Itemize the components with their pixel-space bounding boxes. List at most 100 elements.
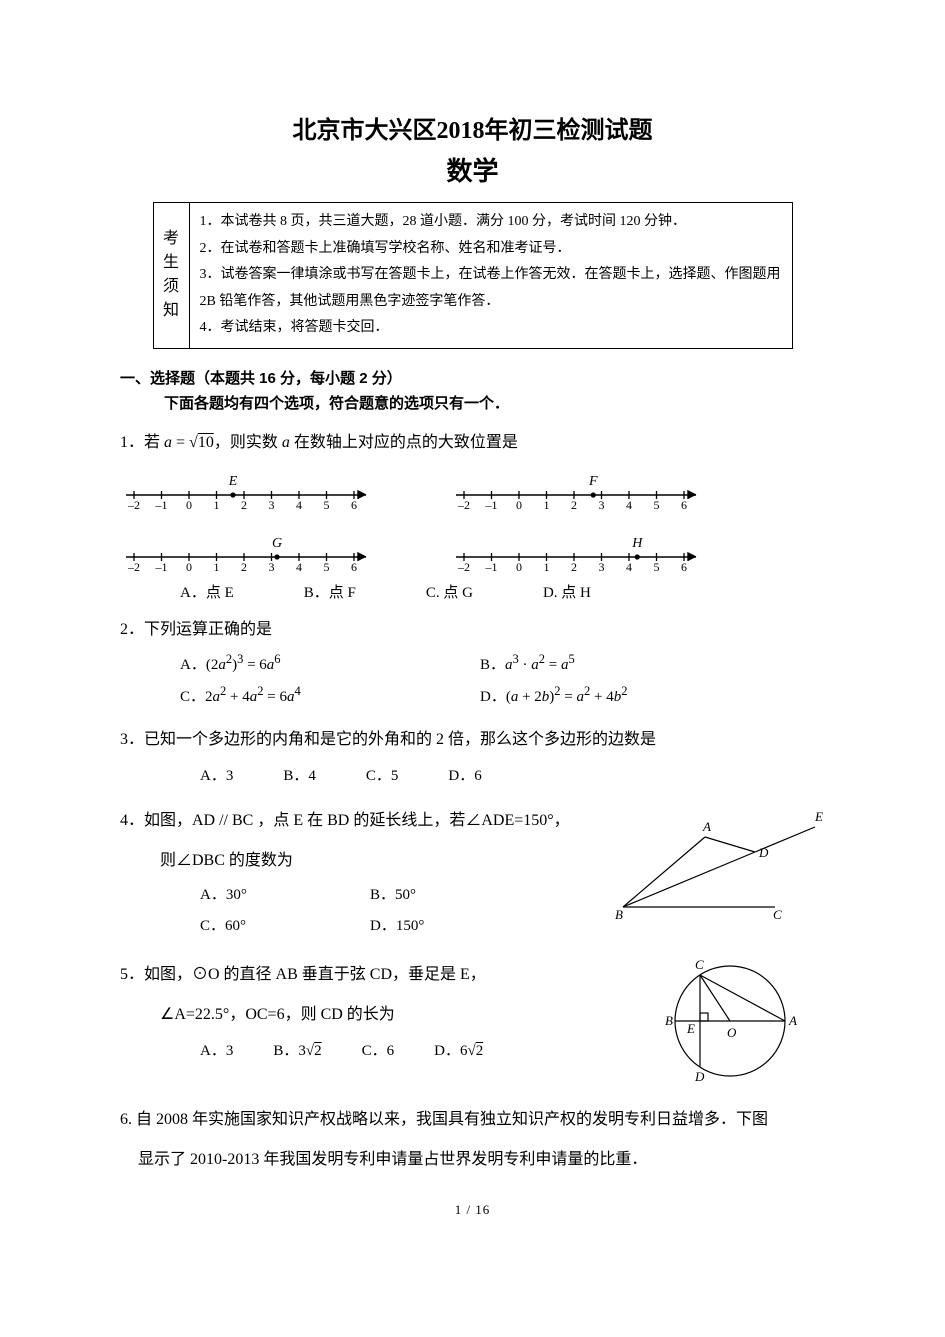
svg-text:2: 2 (571, 560, 577, 573)
numberline-e: –2–10123456 E (120, 465, 380, 511)
q1-opt-a: A．点 E (180, 581, 234, 602)
svg-text:2: 2 (571, 498, 577, 511)
q2-opt-d: D．(a + 2b)2 = a2 + 4b2 (480, 684, 780, 706)
svg-text:1: 1 (214, 498, 220, 511)
svg-text:1: 1 (544, 498, 550, 511)
svg-text:1: 1 (544, 560, 550, 573)
question-5-line1: 5．如图，⊙O 的直径 AB 垂直于弦 CD，垂足是 E， (120, 959, 645, 991)
svg-text:6: 6 (681, 498, 687, 511)
svg-text:5: 5 (654, 498, 660, 511)
numberline-f: –2–10123456 F (450, 465, 710, 511)
q1-opt-d: D. 点 H (543, 581, 591, 602)
q1-text-mid: ，则实数 (214, 434, 282, 451)
q2-opt-c: C．2a2 + 4a2 = 6a4 (180, 684, 480, 706)
svg-text:A: A (788, 1013, 797, 1028)
q3-opt-c: C．5 (366, 764, 399, 785)
question-3: 3．已知一个多边形的内角和是它的外角和的 2 倍，那么这个多边形的边数是 (120, 724, 825, 756)
q3-opt-b: B．4 (283, 764, 316, 785)
svg-text:3: 3 (269, 498, 275, 511)
svg-text:A: A (702, 819, 711, 834)
svg-text:–2: –2 (457, 498, 470, 511)
q5-opt-c: C．6 (362, 1039, 395, 1060)
notice-item: 1．本试卷共 8 页，共三道大题，28 道小题．满分 100 分，考试时间 12… (200, 209, 782, 236)
exam-title: 北京市大兴区2018年初三检测试题 (120, 110, 825, 145)
svg-text:6: 6 (351, 498, 357, 511)
q4-opt-d: D．150° (370, 914, 540, 935)
q1-text-pre: 1．若 (120, 434, 164, 451)
svg-text:H: H (631, 536, 643, 551)
svg-text:4: 4 (626, 560, 632, 573)
q5-opt-b: B．3√2 (273, 1039, 321, 1060)
svg-text:C: C (695, 957, 704, 972)
svg-text:O: O (727, 1025, 737, 1040)
q1-numberlines: –2 –1 0 1 2 3 4 5 6 E –2 –1 0 1 2 3 4 5 6 F –2 –1 0 1 2 3 4 5 6 … (120, 465, 825, 573)
q1-formula-a: a = √10 (164, 434, 214, 451)
svg-text:D: D (758, 845, 769, 860)
svg-text:5: 5 (654, 560, 660, 573)
svg-text:D: D (694, 1069, 705, 1084)
svg-text:3: 3 (599, 560, 605, 573)
svg-text:E: E (814, 809, 823, 824)
svg-text:–2: –2 (127, 498, 140, 511)
svg-text:6: 6 (351, 560, 357, 573)
q2-options: A．(2a2)3 = 6a6 B．a3 · a2 = a5 C．2a2 + 4a… (180, 652, 825, 716)
q5-options: A．3 B．3√2 C．6 D．6√2 (200, 1039, 645, 1060)
q4-options: A．30° B．50° C．60° D．150° (200, 883, 605, 945)
section-1-subheading: 下面各题均有四个选项，符合题意的选项只有一个． (164, 392, 825, 413)
notice-item: 3．试卷答案一律填涂或书写在答题卡上，在试卷上作答无效．在答题卡上，选择题、作图… (200, 262, 782, 315)
notice-label-char: 生 (163, 251, 179, 275)
svg-text:G: G (272, 536, 282, 551)
q4-diagram: A D E B C (605, 797, 825, 927)
svg-text:F: F (588, 474, 598, 489)
q3-options: A．3 B．4 C．5 D．6 (200, 764, 825, 785)
question-4-line2: 则∠DBC 的度数为 (160, 845, 605, 877)
q4-opt-a: A．30° (200, 883, 370, 904)
svg-text:0: 0 (516, 560, 522, 573)
notice-label-char: 知 (163, 299, 179, 323)
q2-opt-a: A．(2a2)3 = 6a6 (180, 652, 480, 674)
q4-opt-c: C．60° (200, 914, 370, 935)
numberline-h: –2 –1 0 1 2 3 4 5 6 H (450, 527, 710, 573)
exam-subject: 数学 (120, 151, 825, 188)
svg-text:–2: –2 (457, 560, 470, 573)
svg-text:2: 2 (241, 560, 247, 573)
svg-text:0: 0 (186, 560, 192, 573)
svg-text:C: C (773, 907, 782, 922)
svg-text:–1: –1 (155, 560, 168, 573)
q1-formula-var: a (282, 434, 290, 451)
svg-text:E: E (228, 474, 238, 489)
svg-text:2: 2 (241, 498, 247, 511)
svg-text:4: 4 (296, 498, 302, 511)
numberline-g: –2–10123456 G (120, 527, 380, 573)
notice-list: 1．本试卷共 8 页，共三道大题，28 道小题．满分 100 分，考试时间 12… (190, 203, 792, 348)
notice-item: 2．在试卷和答题卡上准确填写学校名称、姓名和准考证号． (200, 236, 782, 263)
q5-opt-a: A．3 (200, 1039, 233, 1060)
svg-text:5: 5 (324, 498, 330, 511)
svg-text:B: B (665, 1013, 673, 1028)
notice-label-char: 须 (163, 275, 179, 299)
svg-text:1: 1 (214, 560, 220, 573)
svg-text:6: 6 (681, 560, 687, 573)
svg-text:3: 3 (599, 498, 605, 511)
question-6-line1: 6. 自 2008 年实施国家知识产权战略以来，我国具有独立知识产权的发明专利日… (120, 1104, 825, 1136)
svg-text:0: 0 (186, 498, 192, 511)
q3-opt-d: D．6 (448, 764, 481, 785)
page-number: 1 / 16 (120, 1202, 825, 1218)
svg-text:0: 0 (516, 498, 522, 511)
q5-opt-d: D．6√2 (434, 1039, 483, 1060)
svg-text:4: 4 (296, 560, 302, 573)
question-5-line2: ∠A=22.5°，OC=6，则 CD 的长为 (160, 999, 645, 1031)
notice-label: 考 生 须 知 (154, 203, 190, 348)
notice-label-char: 考 (163, 227, 179, 251)
question-2: 2．下列运算正确的是 (120, 614, 825, 646)
question-6-line2: 显示了 2010-2013 年我国发明专利申请量占世界发明专利申请量的比重． (138, 1144, 825, 1176)
question-1: 1．若 a = √10，则实数 a 在数轴上对应的点的大致位置是 (120, 427, 825, 459)
svg-text:–1: –1 (485, 560, 498, 573)
svg-text:5: 5 (324, 560, 330, 573)
q1-opt-b: B．点 F (304, 581, 356, 602)
notice-box: 考 生 须 知 1．本试卷共 8 页，共三道大题，28 道小题．满分 100 分… (153, 202, 793, 349)
svg-text:E: E (686, 1021, 695, 1036)
svg-text:3: 3 (269, 560, 275, 573)
q1-options: A．点 E B．点 F C. 点 G D. 点 H (180, 581, 825, 602)
section-1-heading: 一、选择题（本题共 16 分，每小题 2 分） (120, 367, 825, 388)
